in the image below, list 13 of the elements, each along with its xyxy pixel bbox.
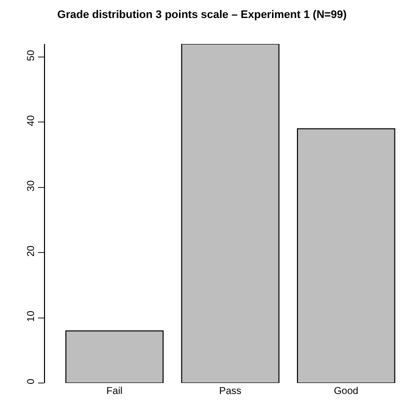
chart-title: Grade distribution 3 points scale – Experiment 1 (N=99) (57, 9, 348, 22)
bar (65, 330, 164, 383)
y-tick-label: 50 (26, 50, 37, 62)
y-tick-label: 0 (26, 378, 37, 384)
y-tick-label: 20 (26, 245, 37, 257)
x-tick-label: Pass (219, 386, 242, 397)
bar (181, 44, 280, 383)
y-tick-label: 10 (26, 310, 37, 322)
y-tick-label: 30 (26, 180, 37, 192)
x-tick-label: Fail (106, 386, 123, 397)
x-tick-label: Good (334, 386, 358, 397)
y-tick-label: 40 (26, 114, 37, 126)
bar (296, 128, 396, 383)
